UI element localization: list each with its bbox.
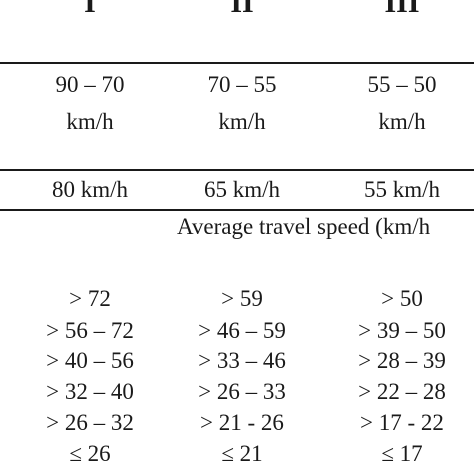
design-speed-iii: 55 km/h [363, 177, 441, 202]
level-4-col-i: > 32 – 40 [46, 379, 134, 404]
average-travel-speed-heading: Average travel speed (km/h [177, 214, 431, 239]
table-rule-mid [0, 169, 474, 171]
design-speed-i: 80 km/h [51, 177, 129, 202]
range-unit-i: km/h [66, 109, 114, 134]
level-5-col-iii: > 17 - 22 [360, 410, 444, 435]
range-value-iii: 55 – 50 [367, 72, 437, 97]
range-value-i: 90 – 70 [55, 72, 125, 97]
level-1-col-iii: > 50 [381, 286, 423, 311]
level-1-col-ii: > 59 [221, 286, 263, 311]
design-speed-ii: 65 km/h [203, 177, 281, 202]
level-4-col-iii: > 22 – 28 [358, 379, 446, 404]
level-4-col-ii: > 26 – 33 [198, 379, 286, 404]
range-unit-ii: km/h [218, 109, 266, 134]
level-6-col-iii: ≤ 17 [381, 441, 423, 466]
range-value-ii: 70 – 55 [207, 72, 277, 97]
table-rule-top [0, 62, 474, 64]
level-5-col-i: > 26 – 32 [46, 410, 134, 435]
level-1-col-i: > 72 [69, 286, 111, 311]
table-rule-lower [0, 209, 474, 211]
level-2-col-iii: > 39 – 50 [358, 318, 446, 343]
level-3-col-ii: > 33 – 46 [198, 348, 286, 373]
range-unit-iii: km/h [378, 109, 426, 134]
level-2-col-ii: > 46 – 59 [198, 318, 286, 343]
level-3-col-i: > 40 – 56 [46, 348, 134, 373]
level-5-col-ii: > 21 - 26 [200, 410, 284, 435]
level-6-col-i: ≤ 26 [69, 441, 111, 466]
column-header-i: I [84, 0, 96, 19]
column-header-ii: II [230, 0, 254, 19]
level-6-col-ii: ≤ 21 [221, 441, 263, 466]
level-3-col-iii: > 28 – 39 [358, 348, 446, 373]
column-header-iii: III [384, 0, 420, 19]
level-2-col-i: > 56 – 72 [46, 318, 134, 343]
